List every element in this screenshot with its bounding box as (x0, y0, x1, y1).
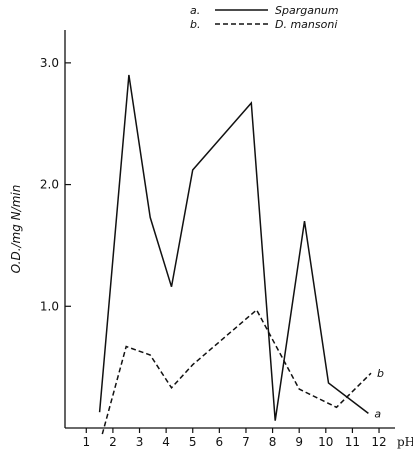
x-tick-label: 1 (82, 435, 90, 449)
series-end-label-b: b (377, 367, 384, 380)
x-tick-label: 11 (345, 435, 360, 449)
x-tick-label: 9 (295, 435, 303, 449)
series-line-a (98, 74, 369, 421)
series-end-label-a: a (374, 407, 381, 420)
x-tick-label: 7 (242, 435, 250, 449)
x-tick-label: 4 (162, 435, 170, 449)
legend-key: a. (190, 4, 200, 17)
series-line-b (101, 308, 372, 435)
x-tick-label: 3 (136, 435, 144, 449)
x-tick-label: 5 (189, 435, 197, 449)
x-tick-label: 8 (269, 435, 277, 449)
tick-marks (65, 62, 380, 433)
x-tick-label: 6 (216, 435, 224, 449)
legend-key: b. (190, 18, 200, 31)
legend-series-name: D. mansoni (275, 18, 337, 31)
x-tick-label: 2 (109, 435, 117, 449)
legend-series-name: Sparganum (275, 4, 339, 17)
series-lines: ab (98, 74, 384, 435)
y-tick-label: 2.0 (40, 178, 59, 192)
tick-labels: 1 2 3 4 5 6 7 8 9 10 11 121.02.03.0 (40, 56, 387, 449)
x-axis-label: pH (397, 435, 413, 449)
legend: a. Sparganum b. D. mansoni (190, 4, 339, 31)
x-tick-label: 12 (371, 435, 386, 449)
y-axis-label: O.D./mg N/min (9, 185, 23, 274)
x-tick-label: 10 (318, 435, 333, 449)
y-tick-label: 3.0 (40, 56, 59, 70)
axes (64, 30, 395, 429)
y-tick-label: 1.0 (40, 299, 59, 313)
